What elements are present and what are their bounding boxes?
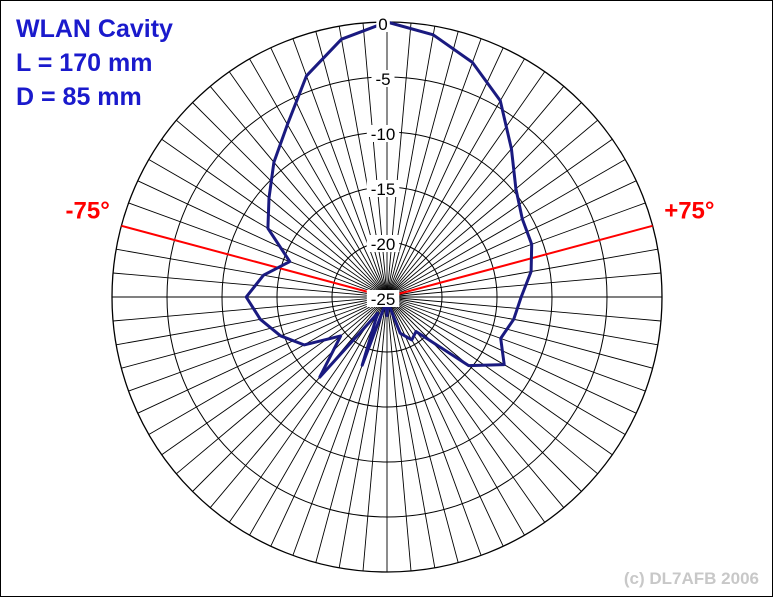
copyright-text: (c) DL7AFB 2006 [623,569,759,588]
spoke-255 [121,296,388,369]
spoke-260 [116,296,388,346]
tick-label-bg [366,180,400,197]
angle-marker-label-0: +75° [664,198,714,225]
radial-tick-labels: 0 -5 -10 -15 -20 -25 [366,15,400,309]
spoke-340 [292,38,388,298]
spoke-235 [161,296,388,456]
spoke-150 [386,296,525,536]
spoke-245 [137,296,388,414]
spoke-80 [386,248,658,298]
spoke-160 [386,296,482,556]
spoke-50 [386,119,598,298]
tick-label-bg [366,235,400,252]
spoke-5 [386,22,412,298]
spoke-65 [386,180,637,298]
spoke-195 [315,296,388,563]
spoke-55 [386,138,613,298]
title-line-2: L = 170 mm [16,49,153,77]
spoke-355 [362,22,388,298]
spoke-70 [386,202,646,298]
spoke-290 [128,202,388,298]
chart-title: WLAN Cavity L = 170 mm D = 85 mm [16,12,173,114]
radial-tick-label: -5 [375,70,390,89]
spoke-265 [112,296,388,322]
spoke-120 [386,296,626,435]
spoke-35 [386,71,546,298]
spoke-130 [386,296,598,475]
radiation-pattern-line [244,20,534,379]
spoke-185 [362,296,388,572]
spoke-320 [209,86,388,298]
radial-tick-label: -25 [371,290,396,309]
spoke-325 [228,71,388,298]
spoke-210 [249,296,388,536]
spoke-30 [386,58,525,298]
spoke-335 [270,47,388,298]
angle-marker-line-1 [121,224,388,298]
spoke-175 [386,296,412,572]
spoke-110 [386,296,646,392]
tick-label-bg [371,70,395,87]
title-line-3: D = 85 mm [16,83,142,111]
angle-markers [121,224,653,298]
spoke-240 [148,296,388,435]
spoke-295 [137,180,388,298]
angle-marker-line-0 [386,224,653,298]
angle-marker-label-1: -75° [66,198,110,225]
spoke-165 [386,296,459,563]
radial-tick-label: 0 [378,15,387,34]
tick-label-bg [376,15,390,32]
spoke-85 [386,272,662,298]
spoke-305 [161,138,388,298]
spoke-220 [209,296,388,508]
title-line-1: WLAN Cavity [16,15,173,43]
spoke-330 [249,58,388,298]
angle-marker-labels: +75° -75° [66,198,715,225]
spoke-215 [228,296,388,523]
spoke-205 [270,296,388,547]
spoke-280 [116,248,388,298]
spoke-135 [386,296,582,492]
tick-label-bg [366,125,400,142]
radial-tick-label: -10 [371,125,396,144]
spoke-225 [192,296,388,492]
tick-label-bg [366,290,400,307]
spoke-20 [386,38,482,298]
spoke-230 [176,296,388,475]
spoke-190 [338,296,388,568]
spoke-115 [386,296,637,414]
spoke-100 [386,296,658,346]
spoke-250 [128,296,388,392]
spoke-125 [386,296,613,456]
spoke-275 [112,272,388,298]
spoke-15 [386,31,459,298]
spoke-315 [192,102,388,298]
spoke-95 [386,296,662,322]
radial-tick-label: -20 [371,235,396,254]
spoke-155 [386,296,504,547]
radial-tick-label: -15 [371,180,396,199]
spoke-40 [386,86,565,298]
spoke-60 [386,159,626,298]
spoke-45 [386,102,582,298]
spoke-170 [386,296,436,568]
spoke-105 [386,296,653,369]
spoke-25 [386,47,504,298]
spoke-310 [176,119,388,298]
spoke-345 [315,31,388,298]
